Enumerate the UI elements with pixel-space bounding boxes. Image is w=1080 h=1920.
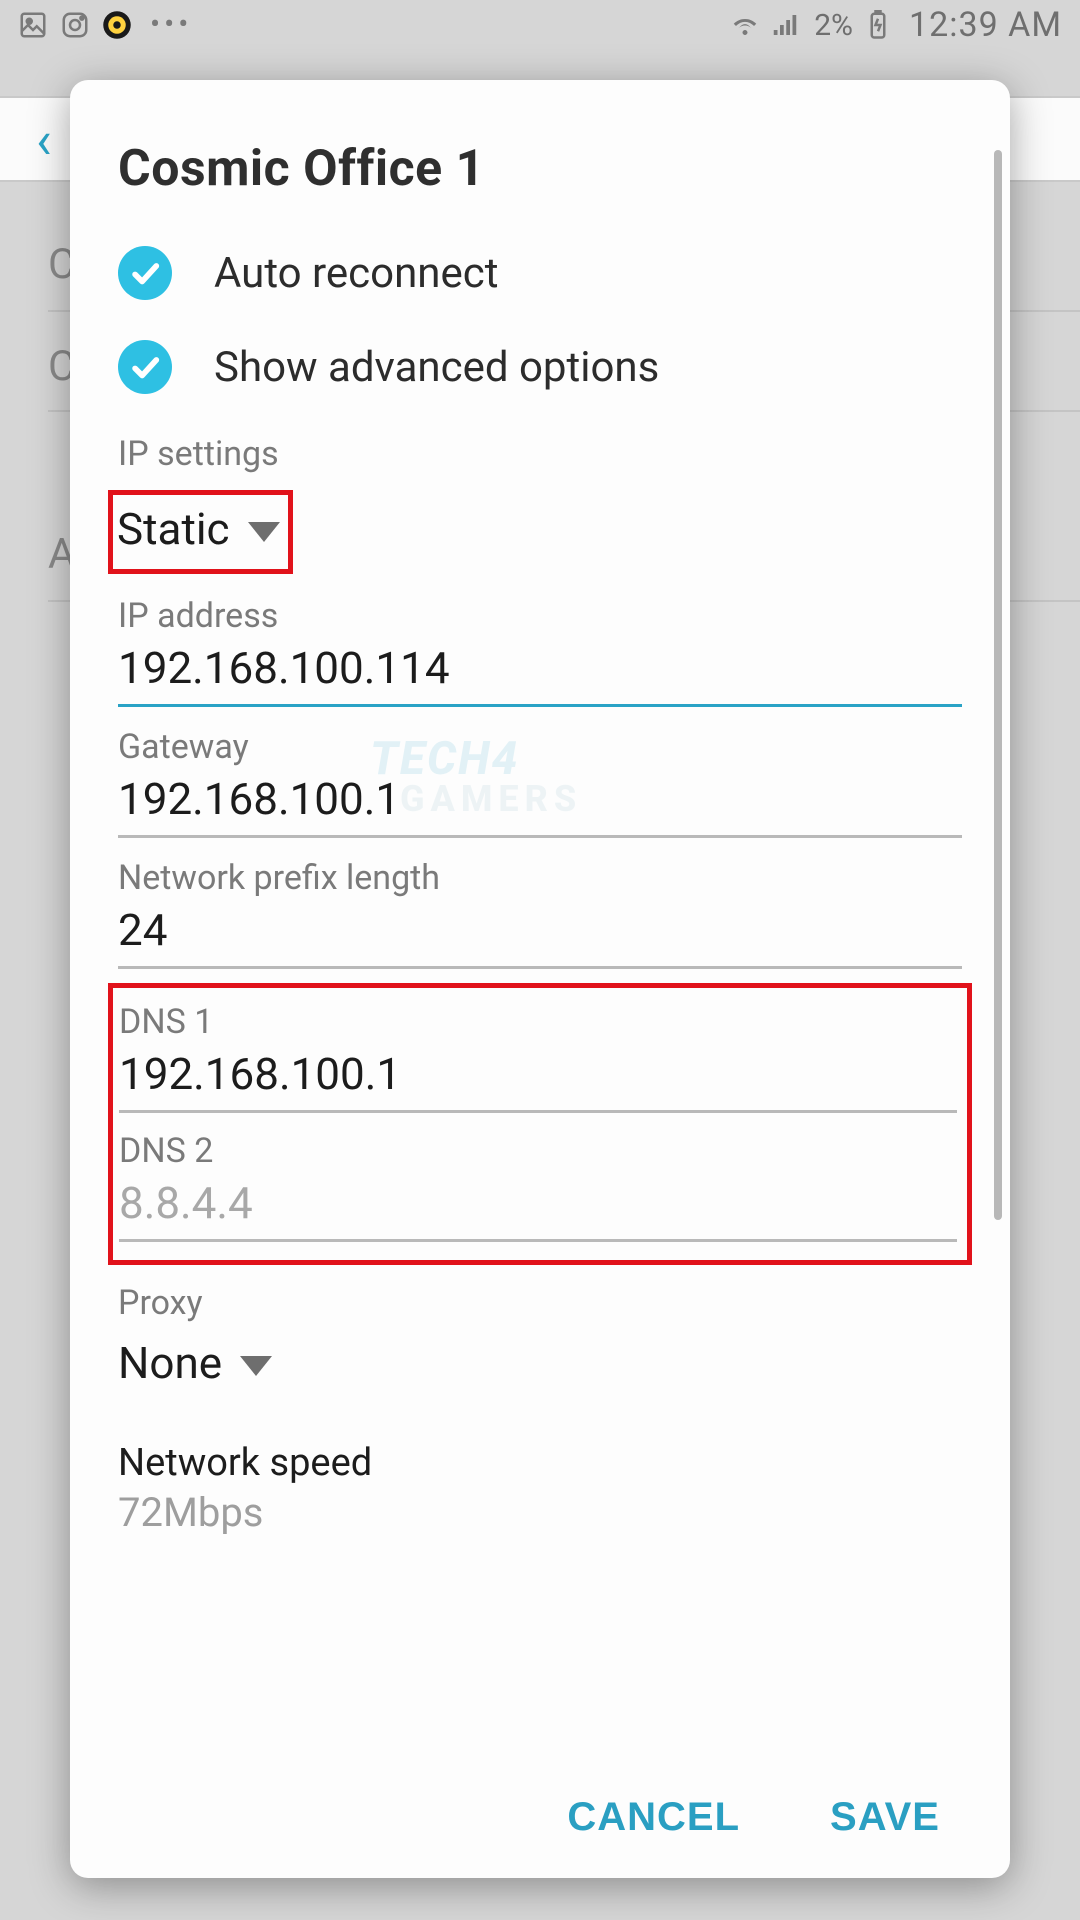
advanced-options-label: Show advanced options	[214, 343, 659, 392]
gateway-input[interactable]: 192.168.100.1	[118, 771, 962, 838]
scrollbar[interactable]	[994, 150, 1002, 1220]
auto-reconnect-row[interactable]: Auto reconnect	[118, 246, 962, 300]
auto-reconnect-label: Auto reconnect	[214, 249, 498, 298]
dns1-input[interactable]: 192.168.100.1	[119, 1046, 957, 1113]
gateway-label: Gateway	[118, 727, 962, 767]
chevron-down-icon	[240, 1356, 272, 1376]
network-speed-label: Network speed	[118, 1441, 962, 1485]
prefix-field[interactable]: Network prefix length 24	[118, 858, 962, 969]
network-speed-value: 72Mbps	[118, 1489, 962, 1536]
dns1-field[interactable]: DNS 1 192.168.100.1	[119, 1002, 957, 1113]
gallery-icon	[18, 10, 48, 40]
gateway-field[interactable]: Gateway 192.168.100.1	[118, 727, 962, 838]
wifi-settings-dialog: Cosmic Office 1 Auto reconnect Show adva…	[70, 80, 1010, 1878]
app-notification-icon	[102, 10, 132, 40]
dialog-title: Cosmic Office 1	[118, 140, 962, 198]
dns2-field[interactable]: DNS 2 8.8.4.4	[119, 1131, 957, 1242]
ip-settings-highlight: Static	[108, 490, 293, 574]
dns-highlight: DNS 1 192.168.100.1 DNS 2 8.8.4.4	[108, 983, 972, 1265]
dns2-input[interactable]: 8.8.4.4	[119, 1175, 957, 1242]
dialog-content[interactable]: Cosmic Office 1 Auto reconnect Show adva…	[70, 80, 1010, 1761]
save-button[interactable]: SAVE	[830, 1795, 940, 1840]
prefix-label: Network prefix length	[118, 858, 962, 898]
status-time: 12:39 AM	[909, 5, 1062, 45]
ip-settings-label: IP settings	[118, 434, 962, 474]
checkbox-checked-icon[interactable]	[118, 340, 172, 394]
status-right: 2% 12:39 AM	[730, 5, 1062, 45]
dns1-label: DNS 1	[119, 1002, 957, 1042]
ip-settings-dropdown[interactable]: Static	[117, 499, 280, 563]
chevron-down-icon	[248, 522, 280, 542]
ip-settings-value: Static	[117, 503, 230, 555]
prefix-input[interactable]: 24	[118, 902, 962, 969]
proxy-label: Proxy	[118, 1283, 962, 1323]
battery-charging-icon	[863, 10, 893, 40]
dialog-button-row: CANCEL SAVE	[70, 1761, 1010, 1878]
proxy-value: None	[118, 1337, 222, 1389]
advanced-options-row[interactable]: Show advanced options	[118, 340, 962, 394]
checkbox-checked-icon[interactable]	[118, 246, 172, 300]
ip-address-input[interactable]: 192.168.100.114	[118, 640, 962, 707]
status-bar: ••• 2% 12:39 AM	[0, 0, 1080, 50]
more-notifications-icon: •••	[144, 10, 192, 40]
wifi-icon	[730, 10, 760, 40]
status-left: •••	[18, 10, 192, 40]
cancel-button[interactable]: CANCEL	[567, 1795, 740, 1840]
signal-icon	[770, 10, 800, 40]
ip-address-field[interactable]: IP address 192.168.100.114	[118, 596, 962, 707]
back-chevron-icon: ‹	[36, 110, 52, 171]
instagram-icon	[60, 10, 90, 40]
battery-percent: 2%	[814, 8, 853, 43]
proxy-dropdown[interactable]: None	[118, 1333, 962, 1397]
ip-address-label: IP address	[118, 596, 962, 636]
dns2-label: DNS 2	[119, 1131, 957, 1171]
